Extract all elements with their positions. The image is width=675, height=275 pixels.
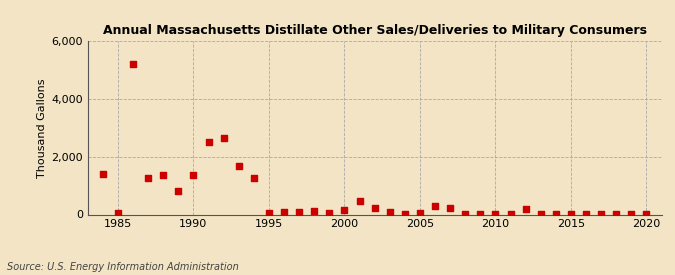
Point [263,211,274,215]
Point [173,189,184,193]
Point [218,136,229,140]
Point [324,211,335,215]
Point [505,212,516,216]
Point [188,172,199,177]
Point [414,211,425,215]
Point [203,140,214,145]
Point [142,176,153,181]
Point [535,212,546,216]
Point [248,176,259,181]
Point [611,212,622,216]
Y-axis label: Thousand Gallons: Thousand Gallons [37,78,47,178]
Point [460,212,470,216]
Point [566,212,576,216]
Point [234,164,244,168]
Point [339,208,350,212]
Point [294,210,304,214]
Point [158,172,169,177]
Point [580,212,591,216]
Point [113,211,124,215]
Text: Source: U.S. Energy Information Administration: Source: U.S. Energy Information Administ… [7,262,238,272]
Point [490,212,501,216]
Point [626,212,637,216]
Point [279,210,290,214]
Point [520,207,531,211]
Point [128,62,138,67]
Point [384,210,395,214]
Title: Annual Massachusetts Distillate Other Sales/Deliveries to Military Consumers: Annual Massachusetts Distillate Other Sa… [103,24,647,37]
Point [354,199,365,203]
Point [550,212,561,216]
Point [641,212,652,216]
Point [400,212,410,216]
Point [445,205,456,210]
Point [429,203,440,208]
Point [475,212,486,216]
Point [309,209,320,213]
Point [97,172,108,176]
Point [596,212,607,216]
Point [369,206,380,210]
